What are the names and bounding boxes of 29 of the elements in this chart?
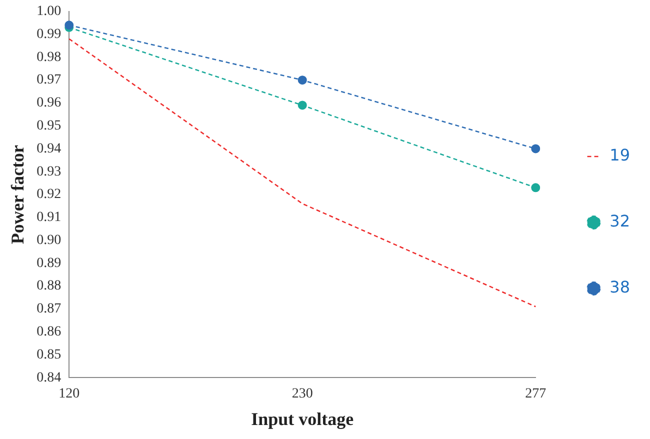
y-tick-label: 1.00 [36,4,62,20]
y-tick-label: 0.98 [36,50,62,65]
legend-label: 32 [610,212,630,231]
point [531,183,540,192]
y-tick-label: 0.97 [36,72,62,88]
x-tick-label: 230 [292,386,313,402]
y-tick-label: 0.95 [36,118,62,134]
x-axis-title: Input voltage [251,408,354,429]
y-tick-label: 0.86 [36,324,62,340]
legend-label: 38 [610,278,630,297]
x-tick-label: 120 [58,386,80,402]
point [298,76,307,85]
y-axis-title: Power factor [7,144,28,244]
y-tick-label: 0.96 [36,96,62,111]
y-tick-label: 0.93 [36,164,62,180]
y-tick-label: 0.90 [36,232,62,248]
y-tick-label: 0.87 [36,302,62,317]
y-tick-label: 0.84 [36,370,62,386]
x-tick-label: 277 [525,386,546,402]
y-tick-label: 0.94 [36,141,62,156]
y-tick-label: 0.91 [36,210,62,226]
point [298,100,307,110]
legend-label: 19 [610,146,630,165]
y-tick-label: 0.85 [36,347,62,362]
y-tick-label: 0.92 [36,187,62,202]
point [531,144,540,154]
y-tick-label: 0.89 [36,256,62,271]
y-tick-label: 0.88 [36,278,62,294]
y-tick-label: 0.99 [36,26,62,42]
